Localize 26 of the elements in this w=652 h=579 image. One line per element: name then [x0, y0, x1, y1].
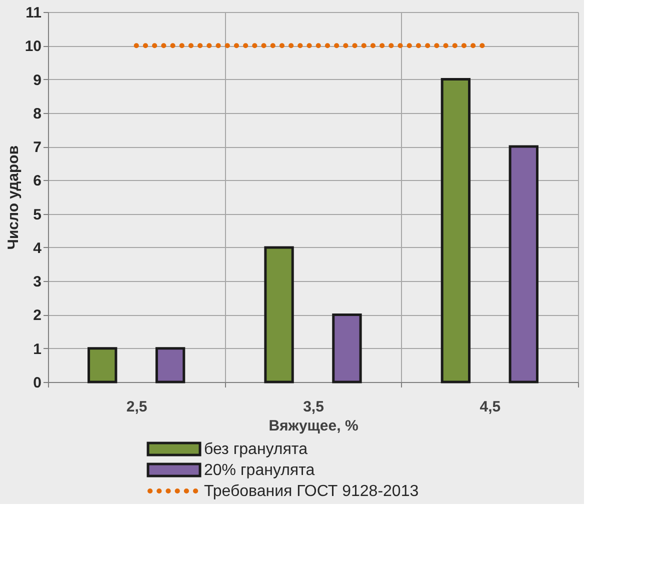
legend-label: Требования ГОСТ 9128-2013 — [204, 483, 419, 500]
y-tick-label: 0 — [33, 374, 42, 392]
bar — [88, 347, 118, 384]
y-tick-label: 1 — [33, 340, 42, 358]
y-tick-label: 9 — [33, 72, 42, 89]
bar — [508, 145, 538, 384]
bar — [155, 347, 186, 384]
y-tick-label: 2 — [33, 307, 42, 324]
y-tick-label: 7 — [33, 139, 42, 156]
y-tick-label: 10 — [24, 38, 42, 56]
legend-label: 20% гранулята — [204, 462, 315, 479]
legend-label: без гранулята — [204, 441, 308, 458]
y-tick-label: 5 — [33, 206, 42, 224]
bar — [332, 313, 362, 384]
x-axis-title: Вяжущее, % — [268, 418, 358, 434]
y-tick-label: 8 — [33, 105, 42, 122]
x-tick-label: 2,5 — [126, 398, 148, 416]
y-tick-label: 6 — [33, 172, 42, 190]
y-tick-label: 4 — [33, 240, 42, 257]
bar — [264, 246, 294, 384]
y-tick-label: 11 — [26, 4, 42, 22]
y-tick-label: 3 — [33, 274, 42, 291]
x-tick-label: 3,5 — [303, 398, 324, 416]
bar — [440, 78, 471, 384]
x-tick-label: 4,5 — [480, 398, 501, 416]
y-axis-title: Число ударов — [4, 145, 22, 250]
